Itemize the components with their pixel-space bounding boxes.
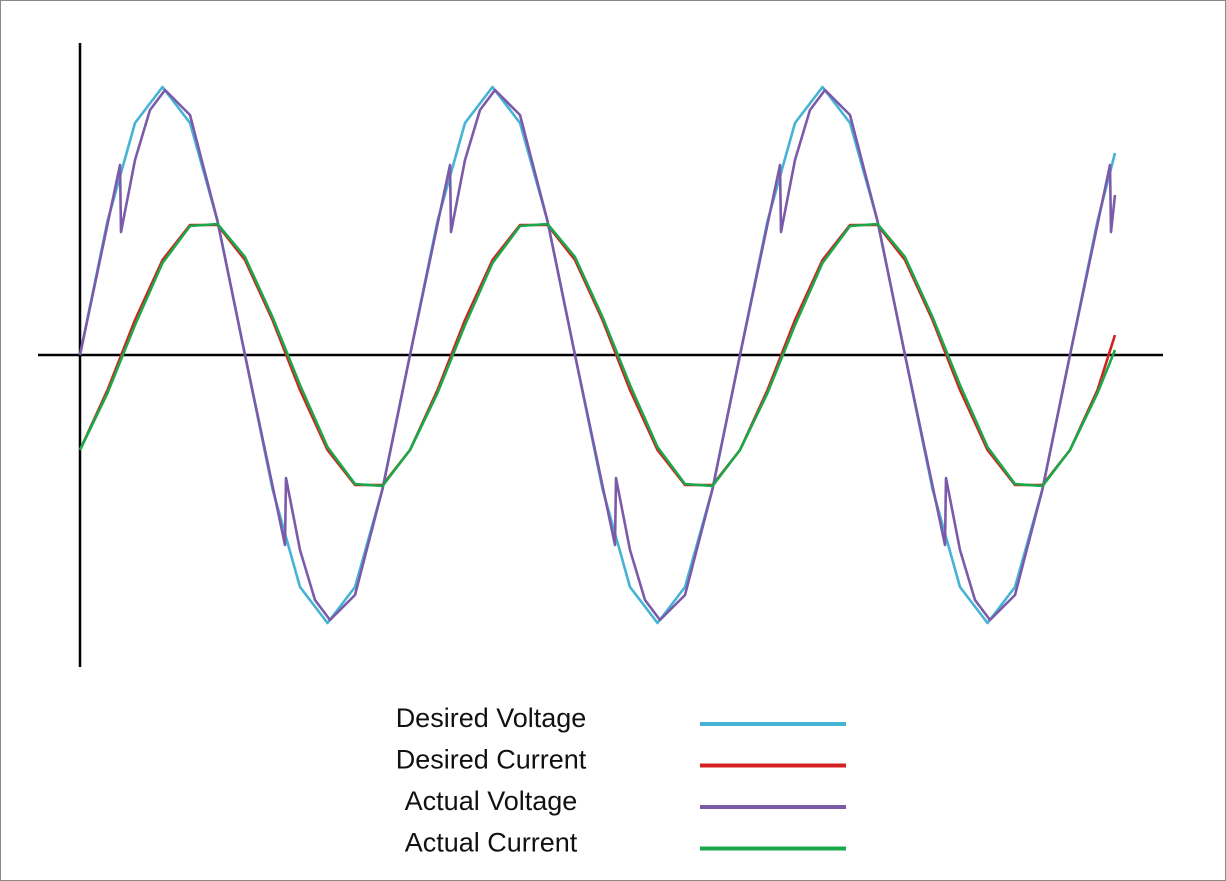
legend: Desired Voltage Desired Current Actual Vol… (396, 703, 846, 858)
legend-label: Actual Current (405, 828, 578, 858)
legend-label: Desired Voltage (396, 703, 587, 733)
plot-area (78, 85, 1117, 625)
series-line (78, 222, 1117, 488)
legend-label: Desired Current (396, 745, 587, 775)
series-line (78, 88, 1117, 622)
legend-label: Actual Voltage (405, 786, 578, 816)
